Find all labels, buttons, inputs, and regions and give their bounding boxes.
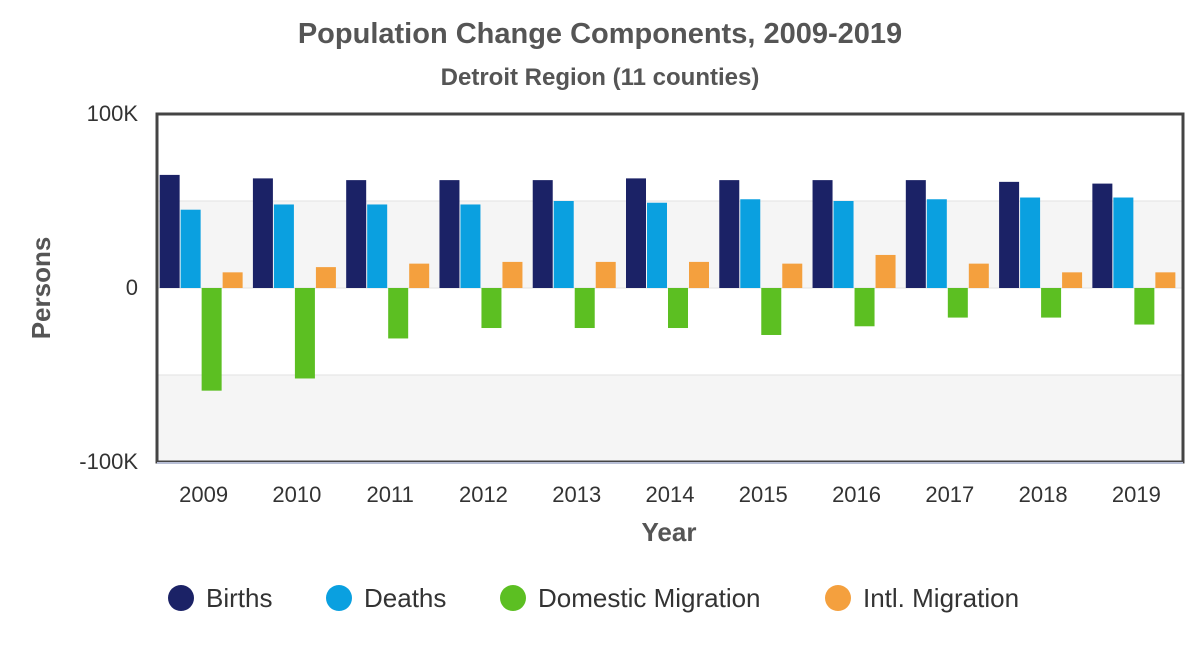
legend-marker <box>500 585 526 611</box>
bar-births-2010 <box>252 178 273 288</box>
bar-domestic-migration-2019 <box>1134 288 1155 325</box>
bar-domestic-migration-2009 <box>201 288 222 391</box>
bar-intl-migration-2017 <box>968 263 989 288</box>
legend: Births Deaths Domestic Migration Intl. Migr… <box>168 583 1019 613</box>
plot-band <box>157 114 1183 201</box>
bar-intl-migration-2018 <box>1062 272 1083 288</box>
bar-deaths-2014 <box>647 202 667 288</box>
legend-marker <box>825 585 851 611</box>
bar-deaths-2009 <box>180 209 201 288</box>
bar-domestic-migration-2017 <box>947 288 968 318</box>
x-tick-label: 2011 <box>367 482 414 507</box>
bar-deaths-2011 <box>367 204 388 288</box>
legend-item-domestic-migration[interactable]: Domestic Migration <box>500 583 761 613</box>
bar-domestic-migration-2018 <box>1041 288 1062 318</box>
legend-marker <box>168 585 194 611</box>
x-tick-label: 2017 <box>925 482 974 507</box>
bar-intl-migration-2013 <box>595 261 616 288</box>
y-axis-title: Persons <box>26 237 56 340</box>
bar-domestic-migration-2012 <box>481 288 502 329</box>
bar-births-2016 <box>812 180 833 288</box>
legend-label: Births <box>206 583 272 613</box>
legend-item-births[interactable]: Births <box>168 583 272 613</box>
legend-label: Domestic Migration <box>538 583 761 613</box>
bar-deaths-2015 <box>740 199 761 288</box>
y-tick-label: 100K <box>87 101 139 126</box>
bar-intl-migration-2012 <box>502 261 523 288</box>
bar-intl-migration-2009 <box>222 272 243 288</box>
x-tick-label: 2010 <box>272 482 321 507</box>
bar-births-2012 <box>439 180 460 288</box>
bar-births-2013 <box>532 180 553 288</box>
y-axis-ticks: 100K 0 -100K <box>79 101 138 474</box>
bar-births-2017 <box>905 180 926 288</box>
x-axis-ticks: 2009 2010 2011 2012 2013 2014 2015 2016 2017 2018… <box>179 482 1161 507</box>
bar-deaths-2016 <box>833 201 854 288</box>
plot-band <box>157 375 1183 462</box>
x-tick-label: 2019 <box>1112 482 1161 507</box>
bar-births-2019 <box>1092 183 1113 288</box>
chart-subtitle: Detroit Region (11 counties) <box>441 64 760 91</box>
bar-deaths-2019 <box>1113 197 1134 288</box>
bar-births-2014 <box>626 178 646 288</box>
x-tick-label: 2013 <box>552 482 601 507</box>
bar-births-2018 <box>999 181 1020 288</box>
x-tick-label: 2018 <box>1019 482 1068 507</box>
x-tick-label: 2014 <box>646 482 695 507</box>
legend-item-deaths[interactable]: Deaths <box>326 583 446 613</box>
bar-domestic-migration-2016 <box>854 288 875 327</box>
x-axis-title: Year <box>642 517 697 547</box>
bar-intl-migration-2016 <box>875 254 896 288</box>
bar-domestic-migration-2014 <box>668 288 688 329</box>
x-tick-label: 2015 <box>739 482 788 507</box>
bar-intl-migration-2015 <box>782 263 803 288</box>
y-tick-label: 0 <box>126 275 138 300</box>
bar-deaths-2010 <box>273 204 294 288</box>
bars <box>159 174 1176 391</box>
y-tick-label: -100K <box>79 449 138 474</box>
x-tick-label: 2009 <box>179 482 228 507</box>
x-tick-label: 2012 <box>459 482 508 507</box>
bar-births-2009 <box>159 174 180 288</box>
bar-deaths-2012 <box>460 204 481 288</box>
x-tick-label: 2016 <box>832 482 881 507</box>
legend-marker <box>326 585 352 611</box>
bar-intl-migration-2011 <box>409 263 430 288</box>
legend-label: Intl. Migration <box>863 583 1019 613</box>
bar-intl-migration-2019 <box>1155 272 1176 288</box>
bar-domestic-migration-2013 <box>574 288 595 329</box>
bar-births-2015 <box>719 180 740 288</box>
bar-deaths-2018 <box>1020 197 1041 288</box>
bar-intl-migration-2010 <box>315 267 336 288</box>
bar-deaths-2017 <box>926 199 947 288</box>
bar-deaths-2013 <box>553 201 574 288</box>
legend-label: Deaths <box>364 583 446 613</box>
legend-item-intl-migration[interactable]: Intl. Migration <box>825 583 1019 613</box>
bar-domestic-migration-2015 <box>761 288 782 335</box>
bar-intl-migration-2014 <box>689 261 709 288</box>
bar-domestic-migration-2010 <box>294 288 315 379</box>
chart-title: Population Change Components, 2009-2019 <box>298 18 902 50</box>
bar-domestic-migration-2011 <box>388 288 409 339</box>
bar-births-2011 <box>346 180 367 288</box>
